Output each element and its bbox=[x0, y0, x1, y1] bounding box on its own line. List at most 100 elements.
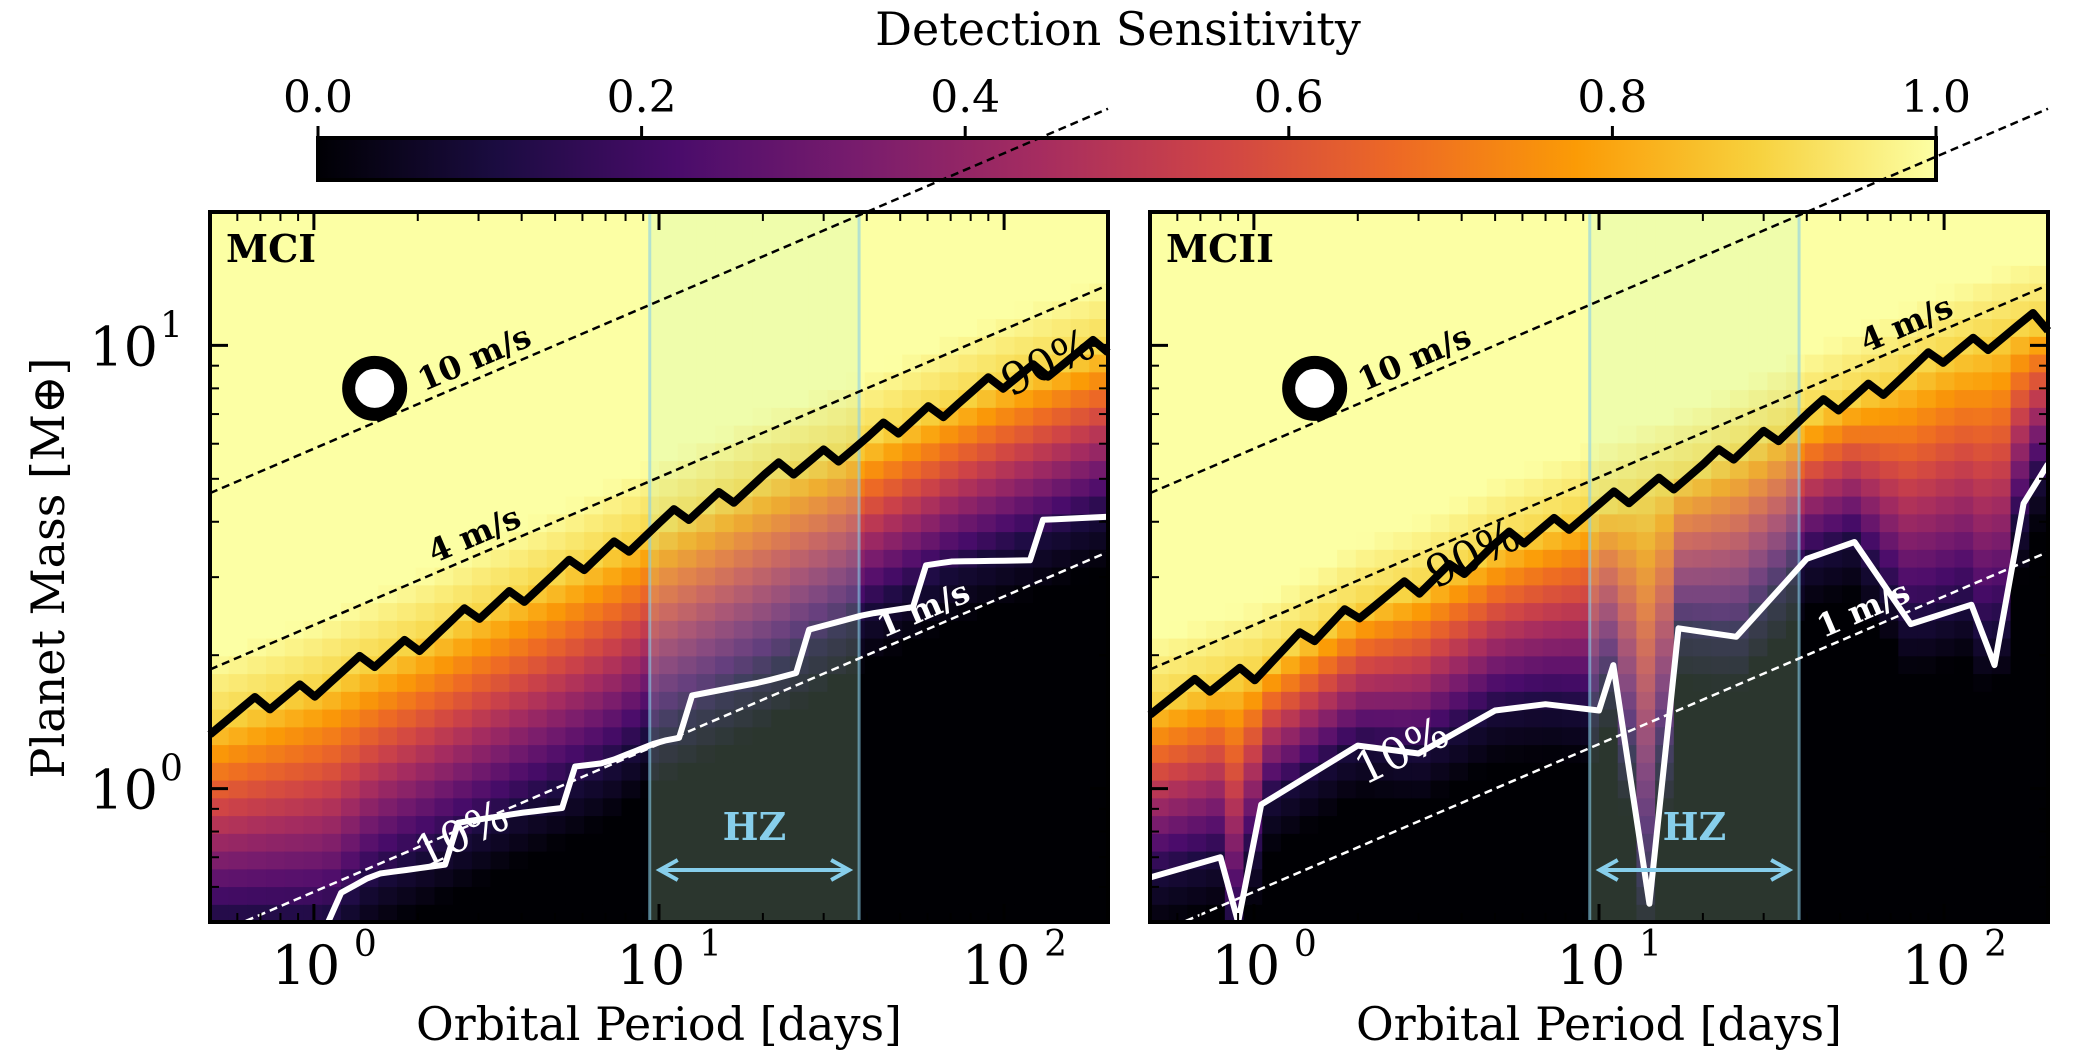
heatmap-cell bbox=[621, 442, 641, 462]
heatmap-cell bbox=[808, 638, 828, 657]
heatmap-cell bbox=[771, 265, 791, 284]
heatmap-cell bbox=[359, 513, 379, 533]
heatmap-cell bbox=[1393, 336, 1413, 355]
heatmap-cell bbox=[659, 744, 679, 763]
heatmap-cell bbox=[228, 371, 249, 391]
heatmap-cell bbox=[1224, 815, 1245, 834]
heatmap-cell bbox=[1280, 797, 1301, 817]
heatmap-cell bbox=[1729, 655, 1750, 675]
heatmap-cell bbox=[1224, 247, 1245, 266]
heatmap-cell bbox=[715, 620, 735, 639]
heatmap-cell bbox=[584, 354, 604, 373]
panel-title: MCI bbox=[226, 226, 316, 271]
heatmap-cell bbox=[1729, 726, 1750, 746]
heatmap-cell bbox=[1070, 549, 1090, 568]
heatmap-cell bbox=[1393, 212, 1413, 231]
heatmap-cell bbox=[1935, 442, 1956, 462]
heatmap-cell bbox=[1430, 655, 1450, 675]
heatmap-cell bbox=[228, 212, 249, 231]
heatmap-cell bbox=[1355, 620, 1376, 639]
heatmap-cell bbox=[1337, 904, 1357, 923]
heatmap-cell bbox=[902, 460, 922, 479]
heatmap-cell bbox=[1411, 602, 1432, 621]
heatmap-cell bbox=[1374, 407, 1394, 426]
heatmap-cell bbox=[415, 815, 436, 834]
heatmap-cell bbox=[1692, 300, 1712, 320]
heatmap-cell bbox=[1051, 549, 1072, 568]
heatmap-cell bbox=[1991, 691, 2012, 710]
heatmap-cell bbox=[1051, 620, 1072, 639]
heatmap-cell bbox=[771, 780, 791, 799]
heatmap-cell bbox=[546, 389, 567, 408]
heatmap-cell bbox=[359, 584, 379, 604]
heatmap-cell bbox=[397, 620, 417, 639]
heatmap-cell bbox=[602, 389, 623, 408]
x-tick-exponent: 0 bbox=[354, 924, 377, 965]
heatmap-cell bbox=[359, 620, 379, 639]
heatmap-cell bbox=[677, 904, 698, 923]
heatmap-cell bbox=[210, 904, 230, 923]
heatmap-cell bbox=[1860, 460, 1881, 479]
heatmap-cell bbox=[1430, 478, 1450, 497]
heatmap-cell bbox=[471, 460, 492, 479]
heatmap-cell bbox=[1673, 229, 1694, 249]
heatmap-cell bbox=[1729, 354, 1750, 373]
heatmap-cell bbox=[958, 709, 978, 728]
heatmap-cell bbox=[509, 407, 529, 426]
heatmap-cell bbox=[359, 744, 379, 763]
heatmap-cell bbox=[1879, 442, 1899, 462]
heatmap-cell bbox=[1954, 780, 1974, 799]
heatmap-cell bbox=[1973, 868, 1993, 888]
heatmap-cell bbox=[1879, 300, 1899, 320]
heatmap-cell bbox=[284, 655, 305, 675]
heatmap-cell bbox=[659, 407, 679, 426]
heatmap-cell bbox=[509, 744, 529, 763]
heatmap-cell bbox=[1804, 371, 1825, 391]
heatmap-cell bbox=[1617, 425, 1638, 444]
heatmap-cell bbox=[584, 407, 604, 426]
heatmap-cell bbox=[939, 726, 959, 746]
heatmap-cell bbox=[1524, 425, 1544, 444]
heatmap-cell bbox=[1449, 371, 1469, 391]
heatmap-cell bbox=[1842, 265, 1862, 284]
heatmap-cell bbox=[1860, 638, 1881, 657]
heatmap-cell bbox=[1299, 691, 1319, 710]
heatmap-cell bbox=[902, 371, 922, 391]
heatmap-cell bbox=[378, 567, 398, 586]
heatmap-cell bbox=[864, 691, 885, 710]
heatmap-cell bbox=[1393, 868, 1413, 888]
heatmap-cell bbox=[266, 318, 286, 337]
heatmap-cell bbox=[1280, 460, 1301, 479]
heatmap-cell bbox=[1954, 833, 1974, 852]
heatmap-cell bbox=[397, 904, 417, 923]
heatmap-cell bbox=[1318, 851, 1338, 870]
heatmap-cell bbox=[902, 513, 922, 533]
heatmap-cell bbox=[827, 371, 847, 391]
hz-band bbox=[648, 210, 861, 924]
x-axis-label: Orbital Period [days] bbox=[416, 997, 902, 1050]
heatmap-cell bbox=[995, 762, 1016, 781]
heatmap-cell bbox=[1617, 442, 1638, 462]
heatmap-cell bbox=[434, 868, 454, 888]
heatmap-cell bbox=[528, 336, 548, 355]
heatmap-cell bbox=[1299, 442, 1319, 462]
heatmap-cell bbox=[789, 425, 810, 444]
heatmap-cell bbox=[378, 620, 398, 639]
heatmap-cell bbox=[1411, 638, 1432, 657]
heatmap-cell bbox=[752, 496, 772, 515]
heatmap-cell bbox=[1243, 318, 1263, 337]
heatmap-cell bbox=[1879, 655, 1899, 675]
heatmap-cell bbox=[2029, 531, 2049, 550]
heatmap-cell bbox=[789, 780, 810, 799]
heatmap-cell bbox=[490, 904, 510, 923]
heatmap-cell bbox=[808, 602, 828, 621]
heatmap-cell bbox=[696, 442, 716, 462]
heatmap-cell bbox=[1374, 620, 1394, 639]
heatmap-cell bbox=[1168, 815, 1189, 834]
heatmap-cell bbox=[1748, 868, 1768, 888]
heatmap-cell bbox=[210, 300, 230, 320]
heatmap-cell bbox=[1243, 584, 1263, 604]
heatmap-cell bbox=[2010, 478, 2030, 497]
heatmap-cell bbox=[1355, 584, 1376, 604]
heatmap-cell bbox=[1673, 886, 1694, 905]
